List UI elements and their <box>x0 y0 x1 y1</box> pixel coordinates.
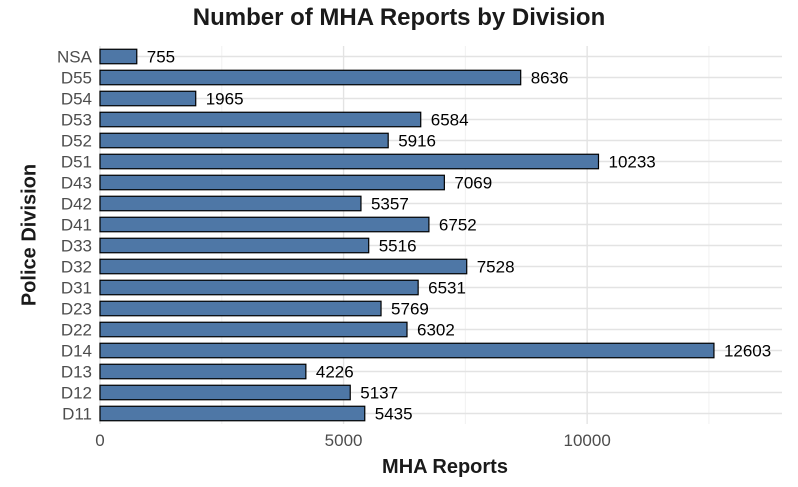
bar-value-label: 5435 <box>375 405 413 424</box>
y-axis-title: Police Division <box>18 163 41 307</box>
x-axis-title: MHA Reports <box>382 456 508 478</box>
y-tick-label: D54 <box>61 90 92 109</box>
bar <box>99 216 430 233</box>
bar-value-label: 7069 <box>454 174 492 193</box>
y-tick-label: D42 <box>61 195 92 214</box>
x-tick-label: 0 <box>95 431 104 450</box>
bar-value-label: 5137 <box>360 384 398 403</box>
y-tick-label: D12 <box>61 384 92 403</box>
bar <box>99 153 600 170</box>
bar <box>99 195 362 212</box>
x-tick-label: 5000 <box>325 431 363 450</box>
bar-value-label: 5916 <box>398 132 436 151</box>
y-tick-label: D53 <box>61 111 92 130</box>
bar <box>99 258 468 275</box>
bar-value-label: 1965 <box>206 90 244 109</box>
bar <box>99 90 197 107</box>
x-tick-label: 10000 <box>564 431 611 450</box>
bar-value-label: 6752 <box>439 216 477 235</box>
y-tick-label: D33 <box>61 237 92 256</box>
bar-value-label: 6531 <box>428 279 466 298</box>
y-tick-label: D23 <box>61 300 92 319</box>
bar-value-label: 6584 <box>431 111 469 130</box>
bar <box>99 279 419 296</box>
bar <box>99 48 138 65</box>
bar <box>99 363 307 380</box>
bar <box>99 237 370 254</box>
y-tick-label: D22 <box>61 321 92 340</box>
bar-value-label: 5357 <box>371 195 409 214</box>
bar <box>99 111 422 128</box>
bar-value-label: 4226 <box>316 363 354 382</box>
bar <box>99 321 408 338</box>
y-tick-label: D31 <box>61 279 92 298</box>
bar-value-label: 10233 <box>608 153 655 172</box>
y-tick-label: D51 <box>61 153 92 172</box>
bar-value-label: 12603 <box>724 342 771 361</box>
chart-title: Number of MHA Reports by Division <box>192 4 606 31</box>
bar-value-label: 7528 <box>477 258 515 277</box>
bar <box>99 384 351 401</box>
bar-value-label: 5769 <box>391 300 429 319</box>
bar <box>99 174 445 191</box>
bar-value-label: 755 <box>147 48 175 67</box>
y-tick-label: D41 <box>61 216 92 235</box>
y-tick-label: D52 <box>61 132 92 151</box>
bar <box>99 342 715 359</box>
bar <box>99 69 522 86</box>
bar-value-label: 6302 <box>417 321 455 340</box>
y-tick-label: D11 <box>62 405 92 424</box>
bar <box>99 405 366 422</box>
y-tick-label: D43 <box>61 174 92 193</box>
y-tick-label: NSA <box>57 48 93 67</box>
bar <box>99 132 389 149</box>
y-tick-label: D55 <box>61 69 92 88</box>
y-tick-label: D14 <box>61 342 92 361</box>
y-tick-label: D32 <box>61 258 92 277</box>
bar-value-label: 8636 <box>531 69 569 88</box>
y-tick-label: D13 <box>61 363 92 382</box>
bar <box>99 300 382 317</box>
bar-value-label: 5516 <box>379 237 417 256</box>
